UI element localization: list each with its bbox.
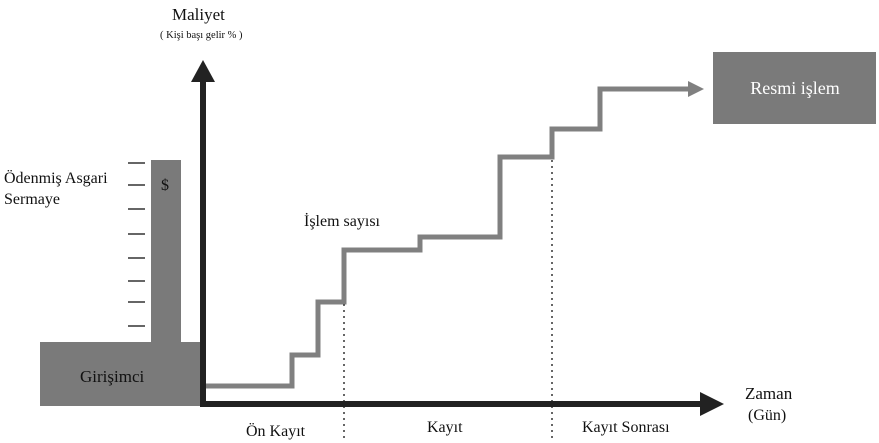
x-axis-title: Zaman bbox=[745, 384, 793, 403]
y-axis-arrowhead bbox=[191, 60, 215, 82]
x-axis-arrowhead bbox=[700, 392, 724, 416]
x-axis-subtitle: (Gün) bbox=[748, 407, 786, 424]
official-process-box bbox=[713, 52, 876, 124]
step-line-label: İşlem sayısı bbox=[304, 212, 381, 230]
entrepreneur-block bbox=[40, 342, 203, 406]
capital-label-line1: Ödenmiş Asgari bbox=[4, 169, 108, 187]
capital-label-line2: Sermaye bbox=[4, 191, 60, 208]
phase-label-pre-registration: Ön Kayıt bbox=[246, 422, 306, 440]
step-line-arrowhead bbox=[688, 81, 704, 97]
y-axis-subtitle: ( Kişi başı gelir % ) bbox=[160, 30, 243, 41]
phase-label-registration: Kayıt bbox=[427, 419, 463, 436]
phase-label-post-registration: Kayıt Sonrası bbox=[582, 419, 670, 436]
y-axis-title: Maliyet bbox=[172, 5, 225, 24]
entrepreneur-label: Girişimci bbox=[80, 367, 144, 386]
transaction-count-step-line bbox=[203, 86, 690, 389]
capital-column bbox=[151, 160, 181, 344]
currency-symbol: $ bbox=[161, 177, 169, 194]
capital-ticks bbox=[128, 162, 145, 327]
official-process-label: Resmi işlem bbox=[750, 78, 840, 98]
